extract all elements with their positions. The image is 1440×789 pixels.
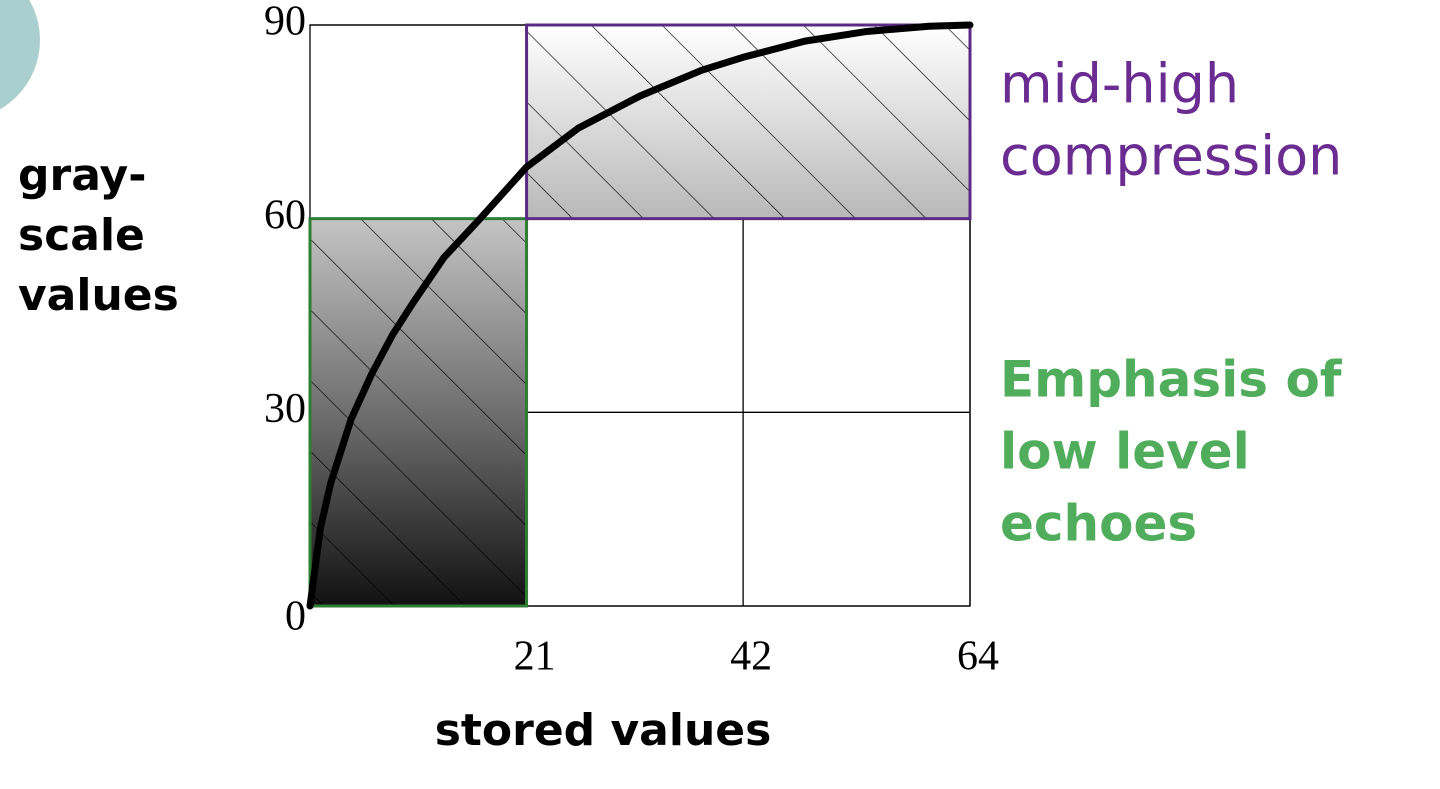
x-tick-label: 42 [730, 634, 772, 680]
y-axis-label: scale [18, 210, 145, 261]
y-axis-label: gray- [18, 150, 146, 201]
y-tick-label: 30 [264, 386, 306, 432]
region-label: echoes [1000, 495, 1197, 553]
region-border [525, 23, 972, 221]
x-axis-label: stored values [435, 705, 772, 756]
region-label: compression [1000, 125, 1342, 188]
y-tick-label: 60 [264, 192, 306, 238]
region-label: low level [1000, 423, 1250, 481]
x-tick-label: 64 [957, 634, 999, 680]
y-tick-label: 0 [285, 594, 306, 640]
decoration [0, 0, 40, 110]
x-tick-label: 21 [514, 634, 556, 680]
region-label: mid-high [1000, 53, 1239, 116]
y-tick-label: 90 [264, 0, 306, 45]
y-axis-label: values [18, 270, 179, 321]
region-label: Emphasis of [1000, 351, 1343, 409]
curve [306, 21, 974, 610]
region-border [308, 217, 529, 608]
region-hatch [310, 218, 527, 606]
